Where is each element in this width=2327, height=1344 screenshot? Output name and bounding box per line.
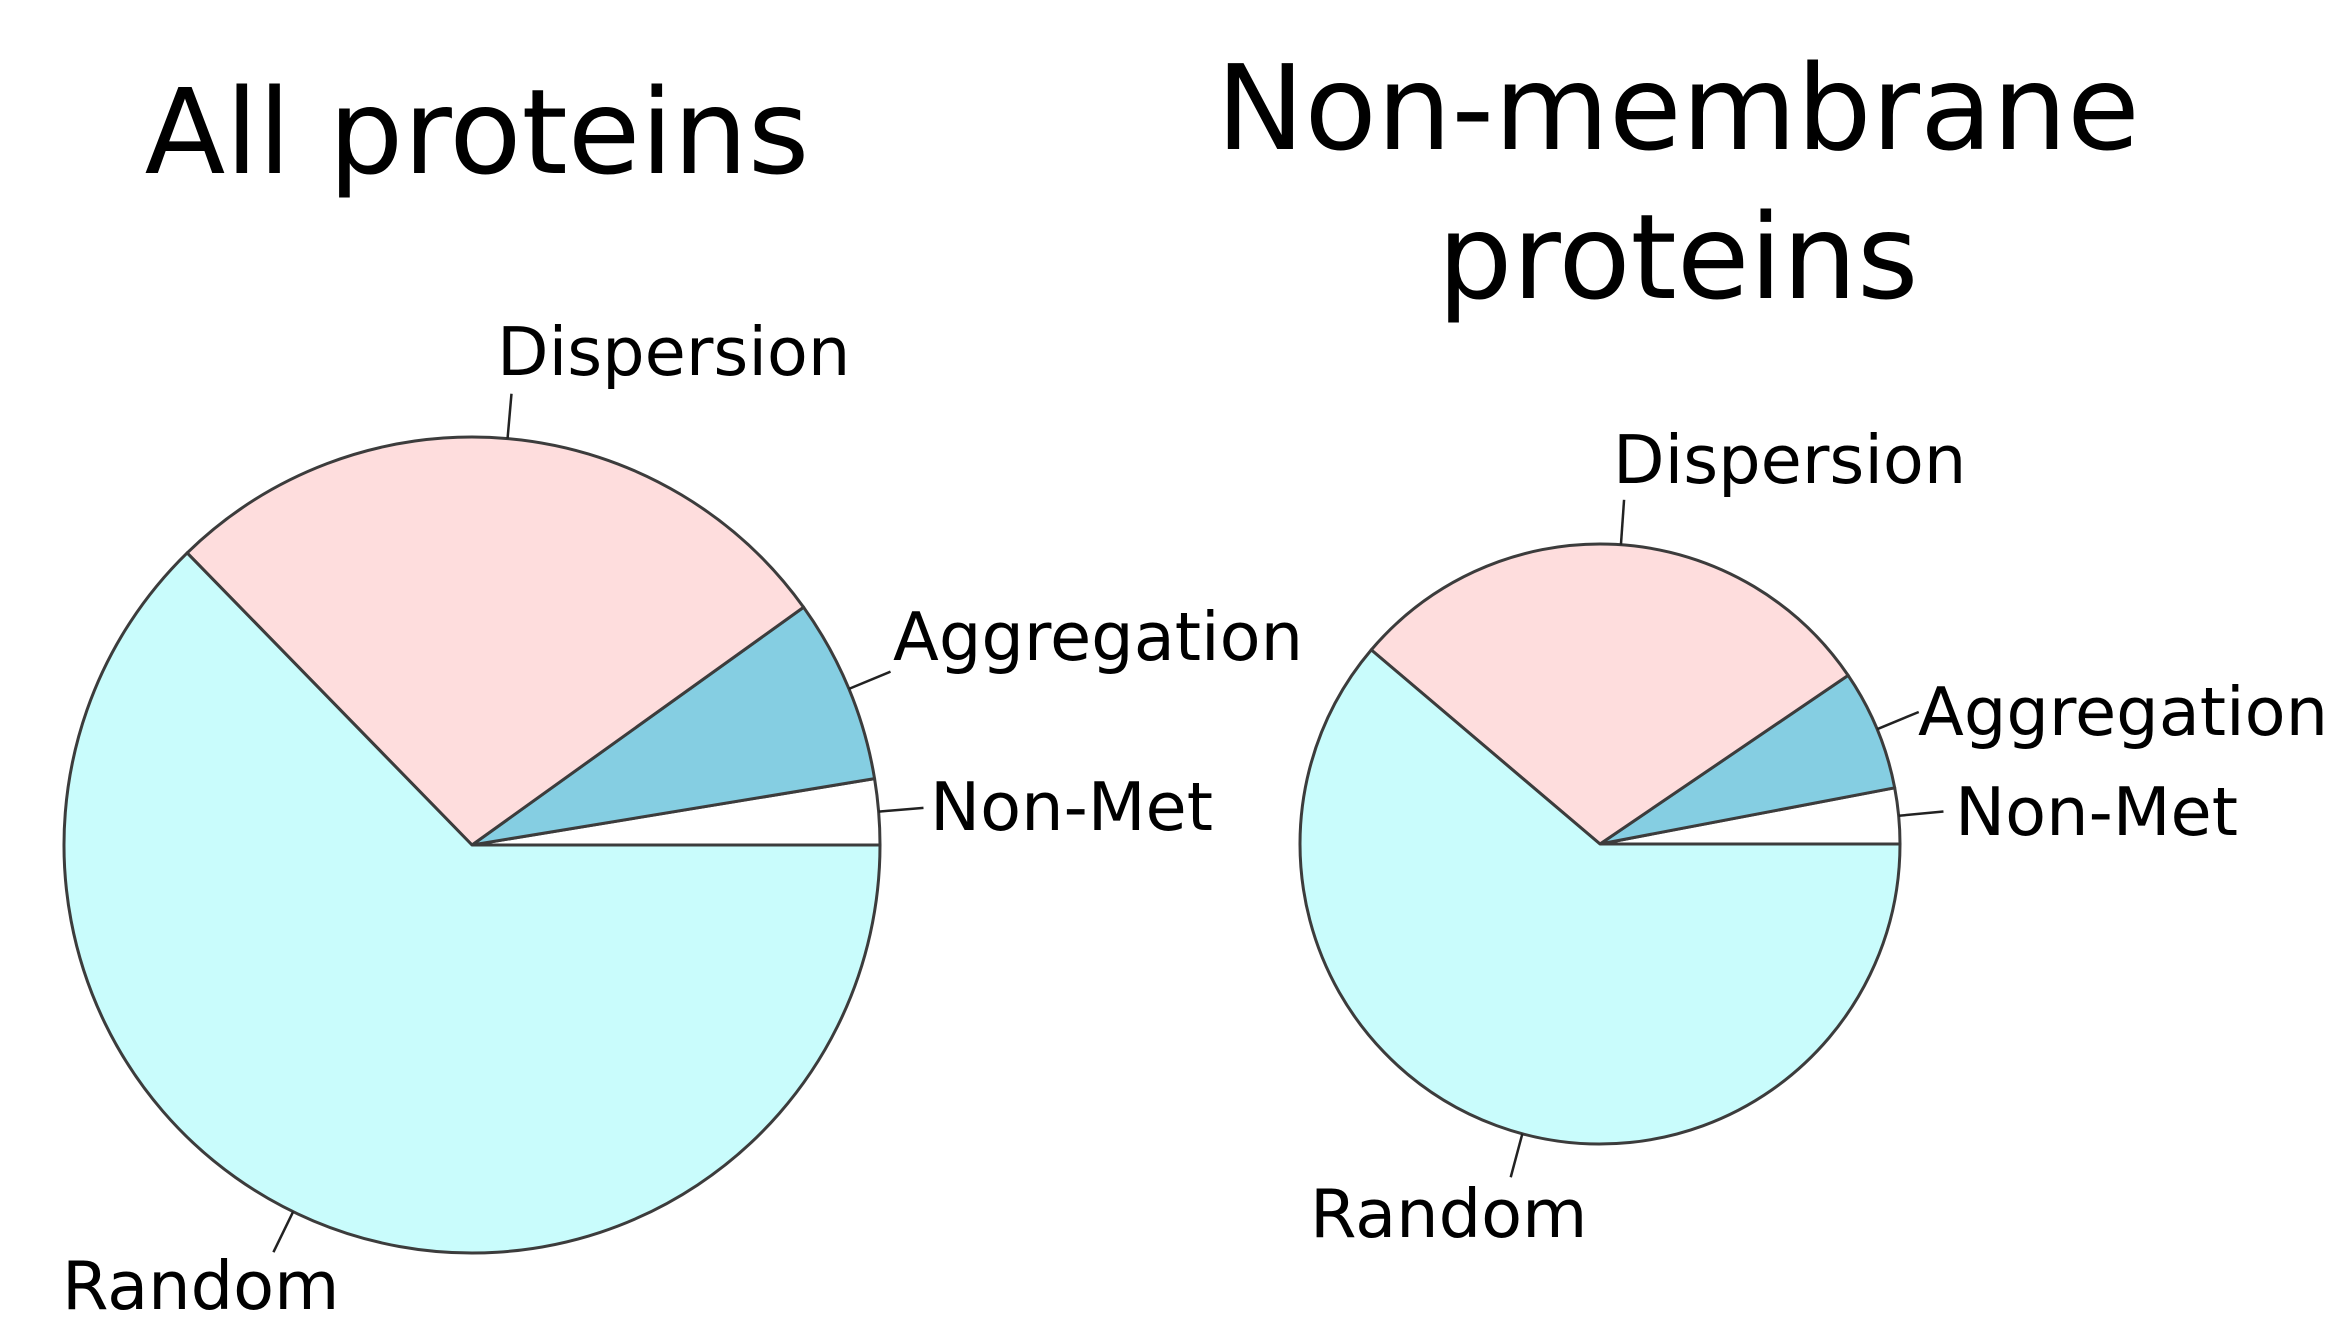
right-pie-label-aggregation: Aggregation (1918, 673, 2327, 751)
pie-right-leader-non-met (1898, 810, 1944, 818)
left-pie-label-dispersion: Dispersion (497, 313, 851, 391)
right-pie-label-random: Random (1310, 1175, 1588, 1253)
pie-left-leader-non-met (878, 806, 924, 813)
pie-left-leader-random (272, 1211, 295, 1253)
right-pie-label-dispersion: Dispersion (1613, 421, 1967, 499)
pie-right-leader-random (1509, 1133, 1524, 1178)
pie-right-leader-dispersion (1619, 499, 1626, 545)
pie-left-slice-dispersion (185, 435, 806, 847)
pie-left-leader-dispersion (506, 393, 513, 439)
left-pie-title: All proteins (144, 63, 810, 201)
pie-right-slice-aggregation (1598, 673, 1897, 846)
pie-right-slice-random (1298, 648, 1902, 1146)
right-pie-title: Non-membrane proteins (1216, 39, 2140, 326)
pie-left-leader-aggregation (848, 670, 891, 691)
pie-left-slice-random (62, 551, 882, 1255)
left-pie-label-non-met: Non-Met (930, 768, 1214, 846)
pie-right-leader-aggregation (1876, 710, 1920, 731)
left-pie-label-random: Random (62, 1247, 340, 1325)
pie-right-slice-dispersion (1369, 542, 1850, 846)
left-pie-label-aggregation: Aggregation (893, 598, 1304, 676)
right-pie-label-non-met: Non-Met (1955, 773, 2239, 851)
